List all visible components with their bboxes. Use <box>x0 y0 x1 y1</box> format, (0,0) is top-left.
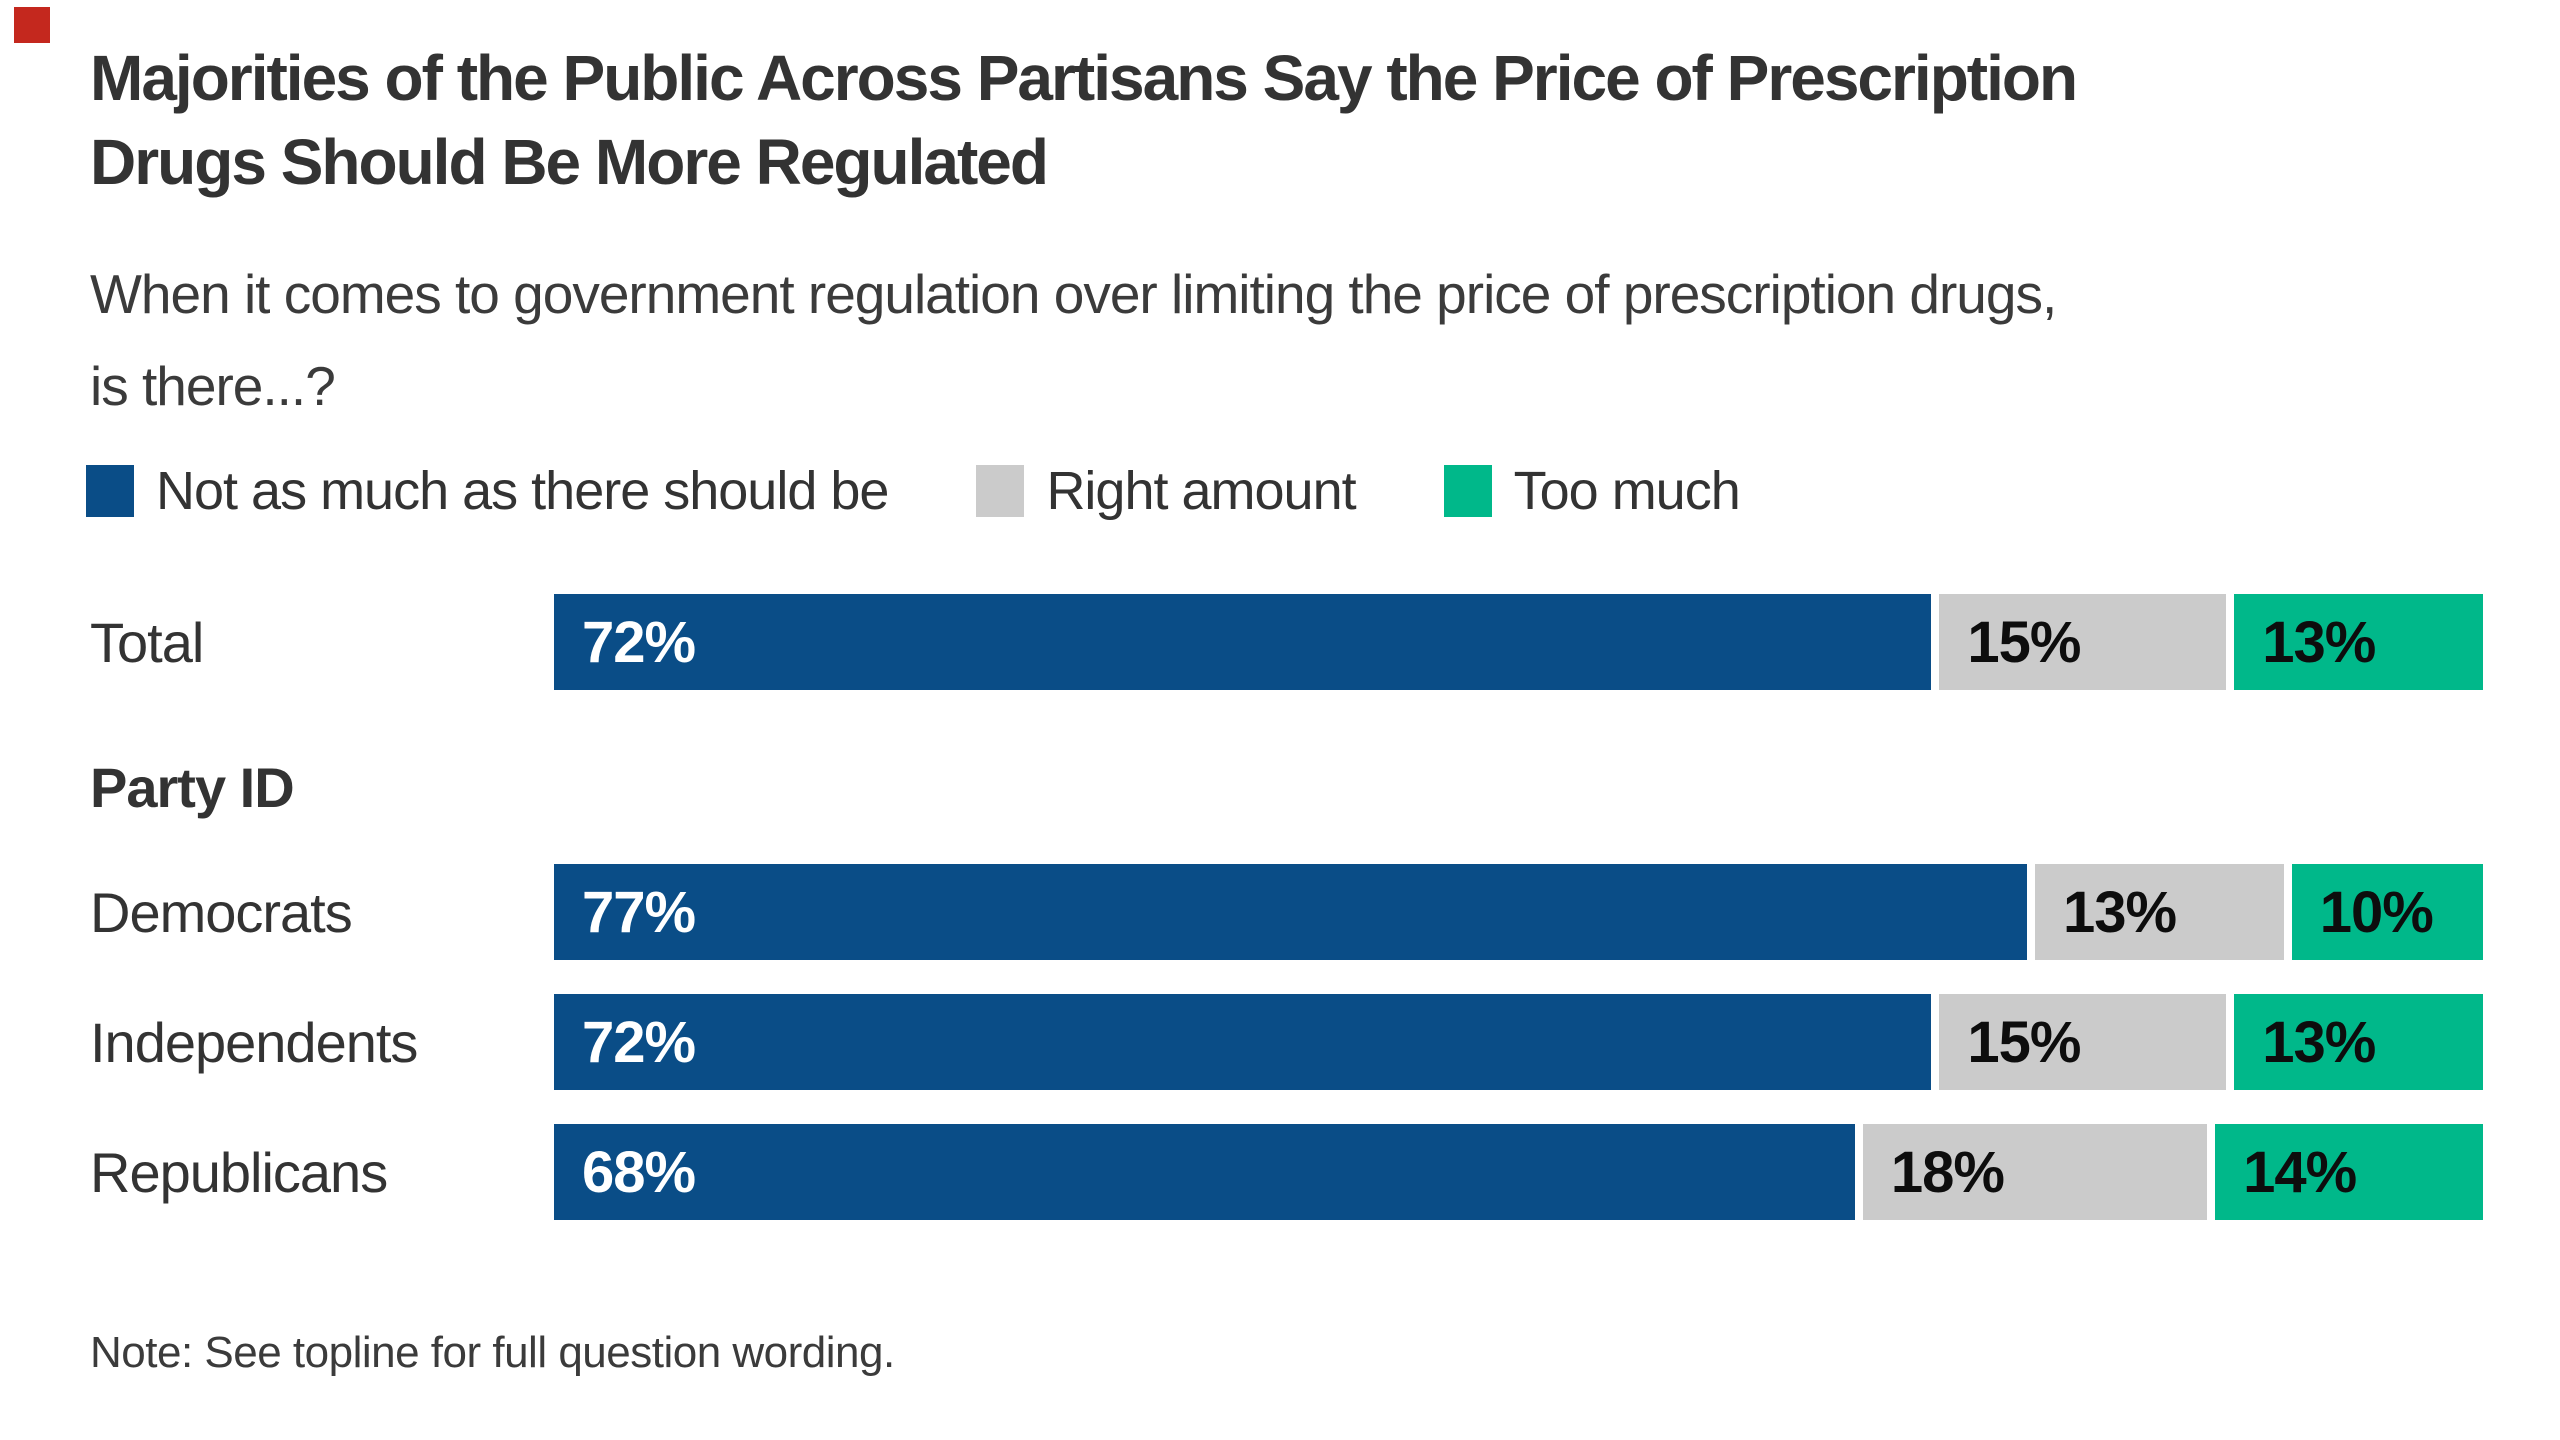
bar-row-democrats: Democrats 77% 13% 10% <box>90 864 2490 960</box>
chart-subtitle-line1: When it comes to government regulation o… <box>90 263 2057 325</box>
bar-segment-blue: 77% <box>554 864 2027 960</box>
chart-subtitle: When it comes to government regulation o… <box>90 248 2057 432</box>
red-marker <box>14 7 50 43</box>
legend-label: Too much <box>1513 461 1741 521</box>
bar-segment-gray: 13% <box>2035 864 2284 960</box>
bar-value-label: 13% <box>2262 609 2376 675</box>
chart-title-line1: Majorities of the Public Across Partisan… <box>90 42 2078 114</box>
bar-track: 72% 15% 13% <box>554 994 2483 1090</box>
bar-segment-blue: 72% <box>554 594 1932 690</box>
bar-segment-gray: 15% <box>1939 994 2227 1090</box>
legend-swatch-icon <box>1443 465 1492 517</box>
legend-item-green: Too much <box>1443 460 1741 522</box>
bar-segment-gray: 15% <box>1939 594 2227 690</box>
bar-value-label: 18% <box>1890 1139 2005 1205</box>
legend-swatch-icon <box>976 465 1025 517</box>
footnote: Note: See topline for full question word… <box>90 1328 895 1377</box>
category-label: Republicans <box>90 1140 388 1204</box>
bar-value-label: 77% <box>582 879 696 945</box>
bar-value-label: 72% <box>582 1009 696 1075</box>
category-label: Independents <box>90 1010 418 1074</box>
bar-track: 72% 15% 13% <box>554 594 2483 690</box>
category-label: Democrats <box>90 880 353 944</box>
legend-label: Not as much as there should be <box>156 461 889 521</box>
legend: Not as much as there should be Right amou… <box>86 460 1741 522</box>
bar-value-label: 10% <box>2319 879 2434 945</box>
legend-swatch-icon <box>86 465 134 517</box>
bar-value-label: 14% <box>2243 1139 2357 1205</box>
bar-segment-green: 14% <box>2215 1124 2483 1220</box>
bar-value-label: 13% <box>2063 879 2177 945</box>
bar-track: 77% 13% 10% <box>554 864 2483 960</box>
bar-segment-green: 10% <box>2291 864 2483 960</box>
legend-item-blue: Not as much as there should be <box>86 460 889 522</box>
bar-segment-blue: 72% <box>554 994 1932 1090</box>
bar-row-total: Total 72% 15% 13% <box>90 594 2490 690</box>
bar-row-independents: Independents 72% 15% 13% <box>90 994 2490 1090</box>
bar-value-label: 68% <box>582 1139 696 1205</box>
category-label: Total <box>90 610 204 674</box>
chart-subtitle-line2: is there...? <box>90 355 336 417</box>
bar-segment-green: 13% <box>2234 994 2483 1090</box>
bar-value-label: 13% <box>2262 1009 2376 1075</box>
chart-title-line2: Drugs Should Be More Regulated <box>90 126 1049 198</box>
bar-value-label: 72% <box>582 609 696 675</box>
bar-value-label: 15% <box>1967 609 2081 675</box>
bar-segment-gray: 18% <box>1862 1124 2208 1220</box>
bar-segment-blue: 68% <box>554 1124 1855 1220</box>
legend-item-gray: Right amount <box>976 460 1357 522</box>
bar-track: 68% 18% 14% <box>554 1124 2483 1220</box>
section-label-party-id: Party ID <box>90 755 295 819</box>
bar-segment-green: 13% <box>2234 594 2483 690</box>
bar-row-republicans: Republicans 68% 18% 14% <box>90 1124 2490 1220</box>
chart-title: Majorities of the Public Across Partisan… <box>90 36 2078 204</box>
bar-value-label: 15% <box>1967 1009 2081 1075</box>
legend-label: Right amount <box>1046 461 1356 521</box>
stacked-bar-chart: Total 72% 15% 13% Party ID Democrats 77% 13% 10%… <box>90 594 2490 1220</box>
